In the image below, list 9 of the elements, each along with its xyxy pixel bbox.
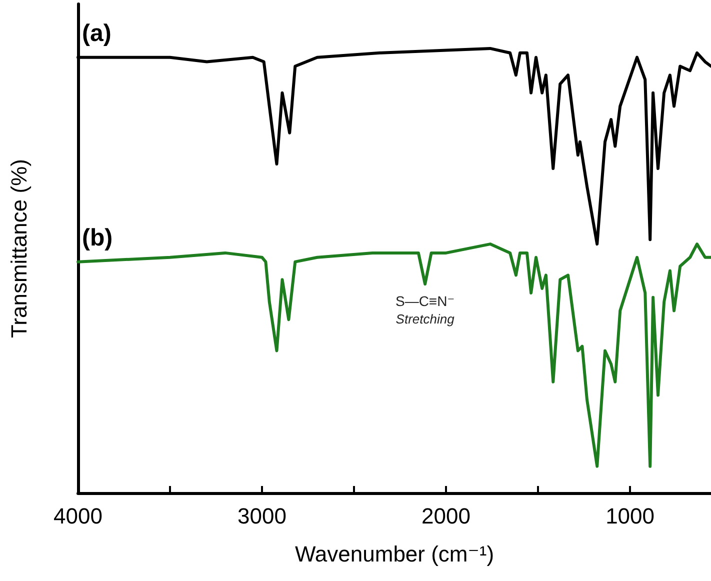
x-tick-label: 3000: [238, 504, 286, 528]
y-axis-title: Transmittance (%): [6, 159, 32, 338]
x-tick-label: 4000: [54, 504, 102, 528]
series-label: (b): [82, 224, 113, 252]
series-label: (a): [82, 20, 112, 47]
annotation: S—C≡N⁻ Stretching: [395, 293, 456, 327]
x-axis-title: Wavenumber (cm⁻¹): [294, 542, 494, 566]
x-tick-label: 1000: [606, 504, 655, 528]
x-tick-label: 2000: [422, 504, 470, 528]
